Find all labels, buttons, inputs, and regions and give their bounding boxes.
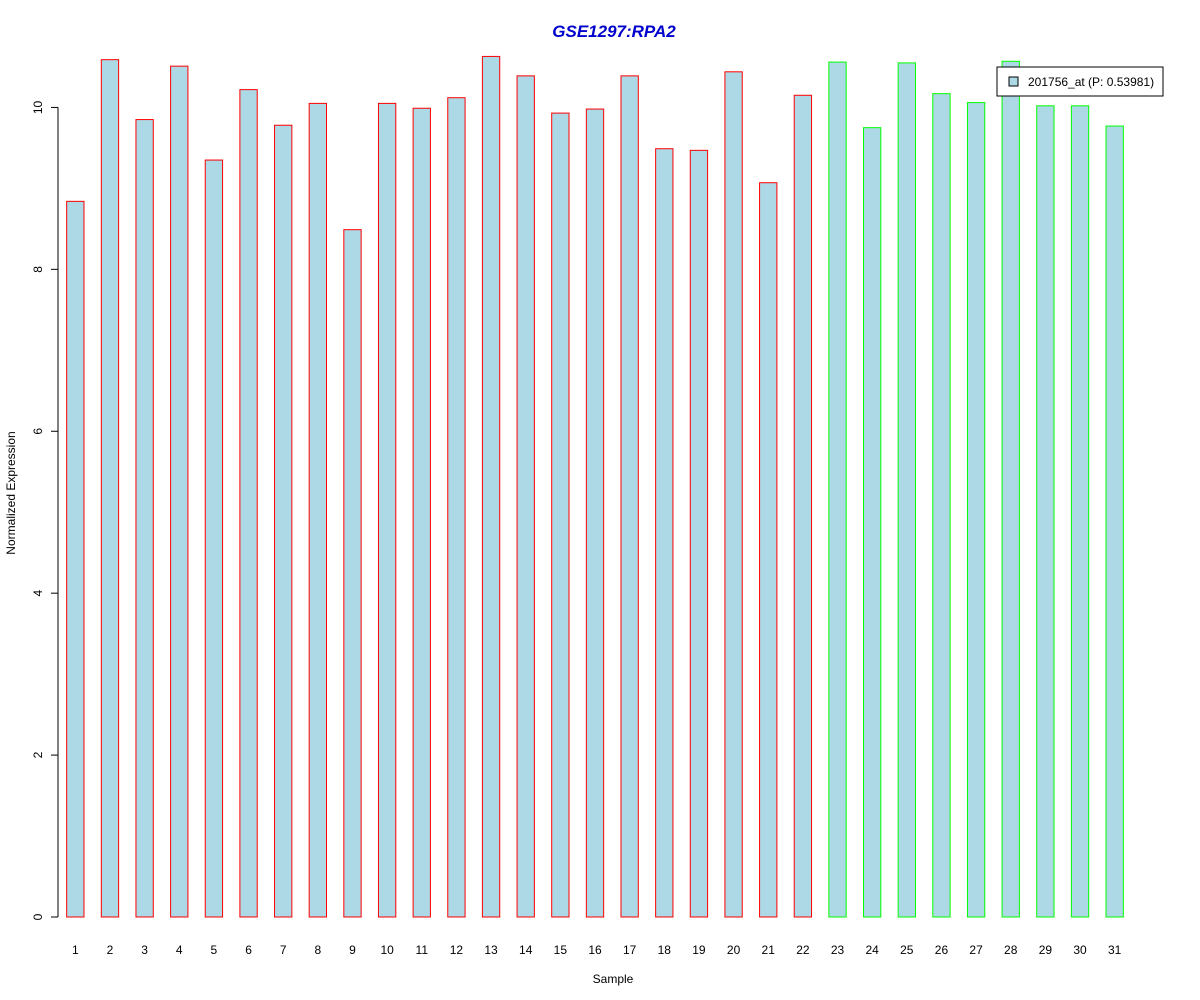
legend-label: 201756_at (P: 0.53981) (1028, 75, 1154, 89)
x-tick-label: 4 (176, 943, 183, 957)
bar-sample-9 (343, 229, 362, 918)
bar-sample-1 (66, 200, 85, 918)
bar-sample-15 (551, 112, 570, 918)
x-tick-label: 12 (450, 943, 464, 957)
bar-sample-30 (1070, 105, 1090, 918)
bar-sample-3 (135, 119, 154, 918)
legend-swatch (1008, 76, 1019, 87)
x-tick-label: 6 (245, 943, 252, 957)
bar-sample-7 (274, 124, 293, 918)
x-tick-label: 24 (865, 943, 879, 957)
x-tick-label: 8 (314, 943, 321, 957)
bar-sample-2 (100, 59, 120, 918)
x-tick-label: 11 (416, 943, 429, 957)
bar-sample-12 (447, 97, 466, 918)
x-tick-label: 18 (658, 943, 672, 957)
x-tick-label: 21 (762, 943, 776, 957)
bar-sample-6 (239, 89, 258, 918)
bar-sample-26 (932, 93, 951, 918)
bar-sample-28 (1001, 60, 1020, 918)
x-tick-label: 2 (107, 943, 114, 957)
bar-sample-18 (655, 148, 674, 918)
x-tick-label: 1 (72, 943, 79, 957)
x-tick-label: 5 (211, 943, 218, 957)
bar-sample-23 (828, 61, 847, 918)
bar-sample-29 (1036, 105, 1055, 918)
x-tick-label: 16 (588, 943, 602, 957)
x-tick-label: 9 (349, 943, 356, 957)
x-tick-label: 13 (484, 943, 498, 957)
x-tick-label: 3 (141, 943, 148, 957)
bar-sample-25 (897, 62, 916, 918)
x-tick-label: 25 (900, 943, 914, 957)
x-tick-label: 15 (554, 943, 568, 957)
bar-sample-8 (308, 102, 328, 918)
y-tick-label: 6 (31, 428, 45, 435)
legend: 201756_at (P: 0.53981) (996, 66, 1164, 97)
y-tick-label: 0 (31, 913, 45, 920)
x-tick-label: 17 (623, 943, 637, 957)
x-tick-label: 30 (1073, 943, 1087, 957)
y-axis: 0 2 4 6 8 10 (31, 100, 59, 920)
bar-sample-14 (516, 75, 535, 918)
chart-title: GSE1297:RPA2 (552, 22, 676, 41)
bar-sample-27 (966, 102, 986, 918)
bar-sample-17 (620, 75, 639, 918)
legend-box (996, 66, 1164, 97)
x-tick-label: 22 (796, 943, 810, 957)
bar-sample-10 (377, 102, 397, 918)
bar-sample-31 (1105, 125, 1124, 918)
x-tick-label: 23 (831, 943, 845, 957)
x-tick-label: 14 (519, 943, 533, 957)
x-tick-label: 10 (380, 943, 394, 957)
bar-sample-24 (863, 127, 882, 918)
x-tick-label: 7 (280, 943, 287, 957)
y-tick-label: 10 (31, 100, 45, 114)
bar-sample-22 (793, 94, 813, 918)
x-tick-label: 19 (692, 943, 706, 957)
bar-sample-5 (204, 159, 224, 918)
y-tick-label: 4 (31, 590, 45, 597)
x-tick-label: 29 (1039, 943, 1053, 957)
x-tick-label: 27 (969, 943, 983, 957)
y-tick-label: 2 (31, 751, 45, 758)
bar-sample-21 (759, 182, 778, 918)
bar-sample-13 (481, 55, 501, 918)
x-tick-labels: 1 2 3 4 5 6 7 8 9 10 11 12 13 14 15 16 17 18 19 20 21 22 23 24 2… (72, 943, 1122, 957)
x-tick-label: 28 (1004, 943, 1018, 957)
bar-sample-4 (170, 65, 189, 918)
y-axis-label: Normalized Expression (4, 431, 18, 554)
bar-sample-20 (724, 71, 743, 918)
bar-sample-19 (689, 149, 709, 918)
x-tick-label: 26 (935, 943, 949, 957)
x-axis-label: Sample (593, 972, 634, 986)
x-tick-label: 20 (727, 943, 741, 957)
y-tick-label: 8 (31, 266, 45, 273)
bar-sample-11 (412, 107, 431, 918)
bar-sample-16 (585, 108, 605, 918)
x-tick-label: 31 (1108, 943, 1122, 957)
bars (66, 55, 1124, 918)
